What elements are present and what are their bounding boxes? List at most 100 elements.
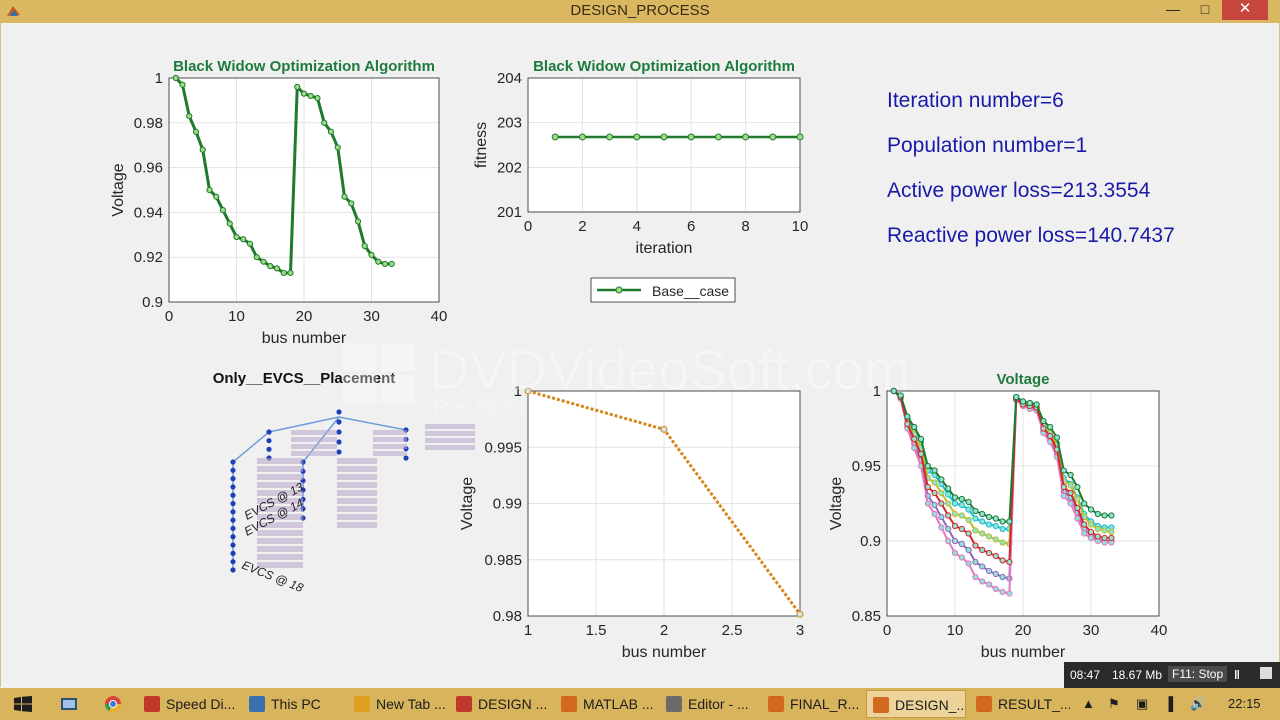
- data-point: [992, 536, 999, 543]
- active-power-loss-text: Active power loss=213.3554: [887, 179, 1151, 202]
- taskbar-item[interactable]: MATLAB ...: [555, 690, 655, 718]
- data-point: [321, 119, 328, 126]
- data-point: [999, 573, 1006, 581]
- data-point: [972, 558, 979, 566]
- file-explorer-pin-icon[interactable]: [60, 696, 78, 712]
- data-point: [931, 489, 938, 497]
- voltage-label-stack: [291, 430, 337, 435]
- chart-title: Black Widow Optimization Algorithm: [533, 58, 795, 75]
- voltage-label-stack: [257, 554, 303, 560]
- x-tick-label: 40: [431, 308, 448, 325]
- taskbar-item[interactable]: FINAL_R...: [762, 690, 862, 718]
- taskbar-item[interactable]: RESULT_...: [970, 690, 1070, 718]
- data-point: [999, 557, 1006, 564]
- taskbar-item[interactable]: New Tab ...: [348, 690, 448, 718]
- x-tick-label: 2: [578, 218, 586, 235]
- data-point: [1101, 534, 1108, 542]
- network-icon[interactable]: ▣: [1136, 696, 1149, 711]
- recorder-stop-button[interactable]: F11: Stop: [1168, 666, 1228, 682]
- data-point: [965, 560, 972, 567]
- data-point: [1087, 528, 1095, 536]
- maximize-button[interactable]: □: [1192, 0, 1218, 20]
- data-point: [965, 498, 972, 506]
- data-point: [354, 218, 362, 225]
- x-tick-label: 40: [1151, 622, 1168, 639]
- data-point: [951, 494, 959, 501]
- data-point: [314, 95, 321, 102]
- voltage-label-stack: [337, 522, 377, 528]
- data-point: [958, 495, 965, 503]
- x-tick-label: 10: [228, 308, 245, 325]
- data-point: [985, 581, 993, 588]
- pause-icon[interactable]: ‖: [1234, 668, 1240, 682]
- data-point: [375, 258, 382, 265]
- data-point: [985, 521, 993, 528]
- data-point: [1053, 434, 1061, 441]
- data-point: [958, 501, 965, 509]
- y-tick-label: 1: [514, 383, 522, 400]
- clock[interactable]: 22:15: [1228, 696, 1261, 711]
- data-point: [911, 423, 918, 431]
- data-point: [938, 500, 945, 507]
- plot-frame: [886, 390, 1160, 617]
- data-point: [246, 240, 254, 247]
- windows-start-icon[interactable]: [14, 696, 32, 712]
- recorder-overlay: 08:47 18.67 Mb F11: Stop ‖: [1064, 662, 1280, 688]
- volume-icon[interactable]: 🔊: [1190, 696, 1207, 711]
- bus-node: [230, 492, 236, 498]
- data-point: [972, 573, 979, 581]
- taskbar-item[interactable]: This PC: [243, 690, 343, 718]
- taskbar-item[interactable]: Speed Di...: [138, 690, 238, 718]
- data-point: [240, 236, 247, 243]
- bus-node: [336, 439, 342, 445]
- matlab-figure-icon: [976, 696, 992, 712]
- bus-node: [266, 438, 272, 444]
- close-icon: ✕: [1238, 0, 1252, 17]
- data-point: [965, 506, 972, 513]
- data-point: [890, 387, 897, 395]
- voltage-label-stack: [337, 498, 377, 504]
- data-point: [1067, 471, 1074, 479]
- x-tick-label: 4: [633, 218, 641, 235]
- data-point: [381, 260, 389, 268]
- taskbar-item[interactable]: DESIGN_...: [866, 690, 966, 718]
- y-tick-label: 1: [155, 70, 163, 87]
- data-point: [911, 444, 918, 452]
- data-point: [206, 186, 213, 194]
- taskbar-item[interactable]: DESIGN ...: [450, 690, 550, 718]
- y-tick-label: 0.9: [142, 294, 163, 311]
- taskbar-item-label: Editor - ...: [688, 696, 749, 712]
- data-point: [1060, 492, 1067, 500]
- x-tick-label: 20: [296, 308, 313, 325]
- data-point: [1101, 527, 1108, 534]
- x-tick-label: 30: [363, 308, 380, 325]
- minimize-button[interactable]: —: [1160, 0, 1186, 20]
- tray-overflow-icon[interactable]: ▲: [1082, 696, 1095, 711]
- data-point: [897, 392, 904, 399]
- data-point: [307, 92, 314, 100]
- data-point: [951, 537, 959, 545]
- action-center-icon[interactable]: ⚑: [1108, 696, 1120, 711]
- data-point: [979, 578, 986, 585]
- voltage-label-stack: [337, 482, 377, 488]
- close-button[interactable]: ✕: [1222, 0, 1268, 20]
- taskbar-item[interactable]: Editor - ...: [660, 690, 760, 718]
- stop-icon[interactable]: [1260, 667, 1272, 679]
- data-point: [660, 133, 668, 141]
- x-tick-label: 0: [524, 218, 532, 235]
- minimize-icon: —: [1166, 1, 1180, 17]
- data-point: [999, 518, 1006, 525]
- voltage-label-stack: [257, 506, 303, 512]
- chrome-pin-icon[interactable]: [104, 695, 122, 713]
- voltage-label-stack: [337, 474, 377, 480]
- y-axis-label: Voltage: [110, 163, 127, 216]
- data-point: [280, 269, 287, 276]
- y-tick-label: 0.995: [484, 439, 522, 456]
- data-point: [334, 144, 341, 151]
- bus-node: [230, 550, 236, 556]
- y-tick-label: 0.985: [484, 552, 522, 569]
- data-point: [917, 435, 925, 443]
- data-point: [1101, 512, 1108, 519]
- signal-icon[interactable]: ▐: [1164, 696, 1174, 711]
- bus-node: [230, 509, 236, 515]
